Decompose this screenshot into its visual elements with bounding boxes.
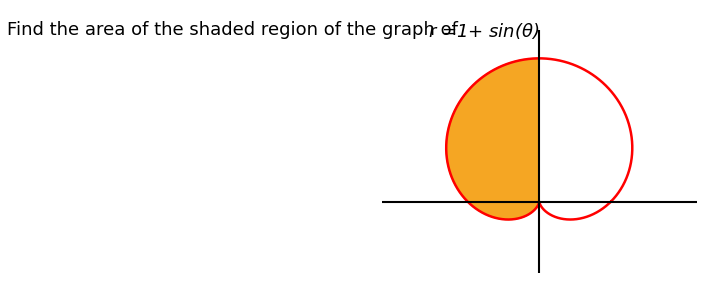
Polygon shape	[446, 58, 539, 219]
Text: $r$ =1+ sin($\theta$): $r$ =1+ sin($\theta$)	[428, 21, 539, 41]
Text: Find the area of the shaded region of the graph of: Find the area of the shaded region of th…	[7, 21, 464, 39]
